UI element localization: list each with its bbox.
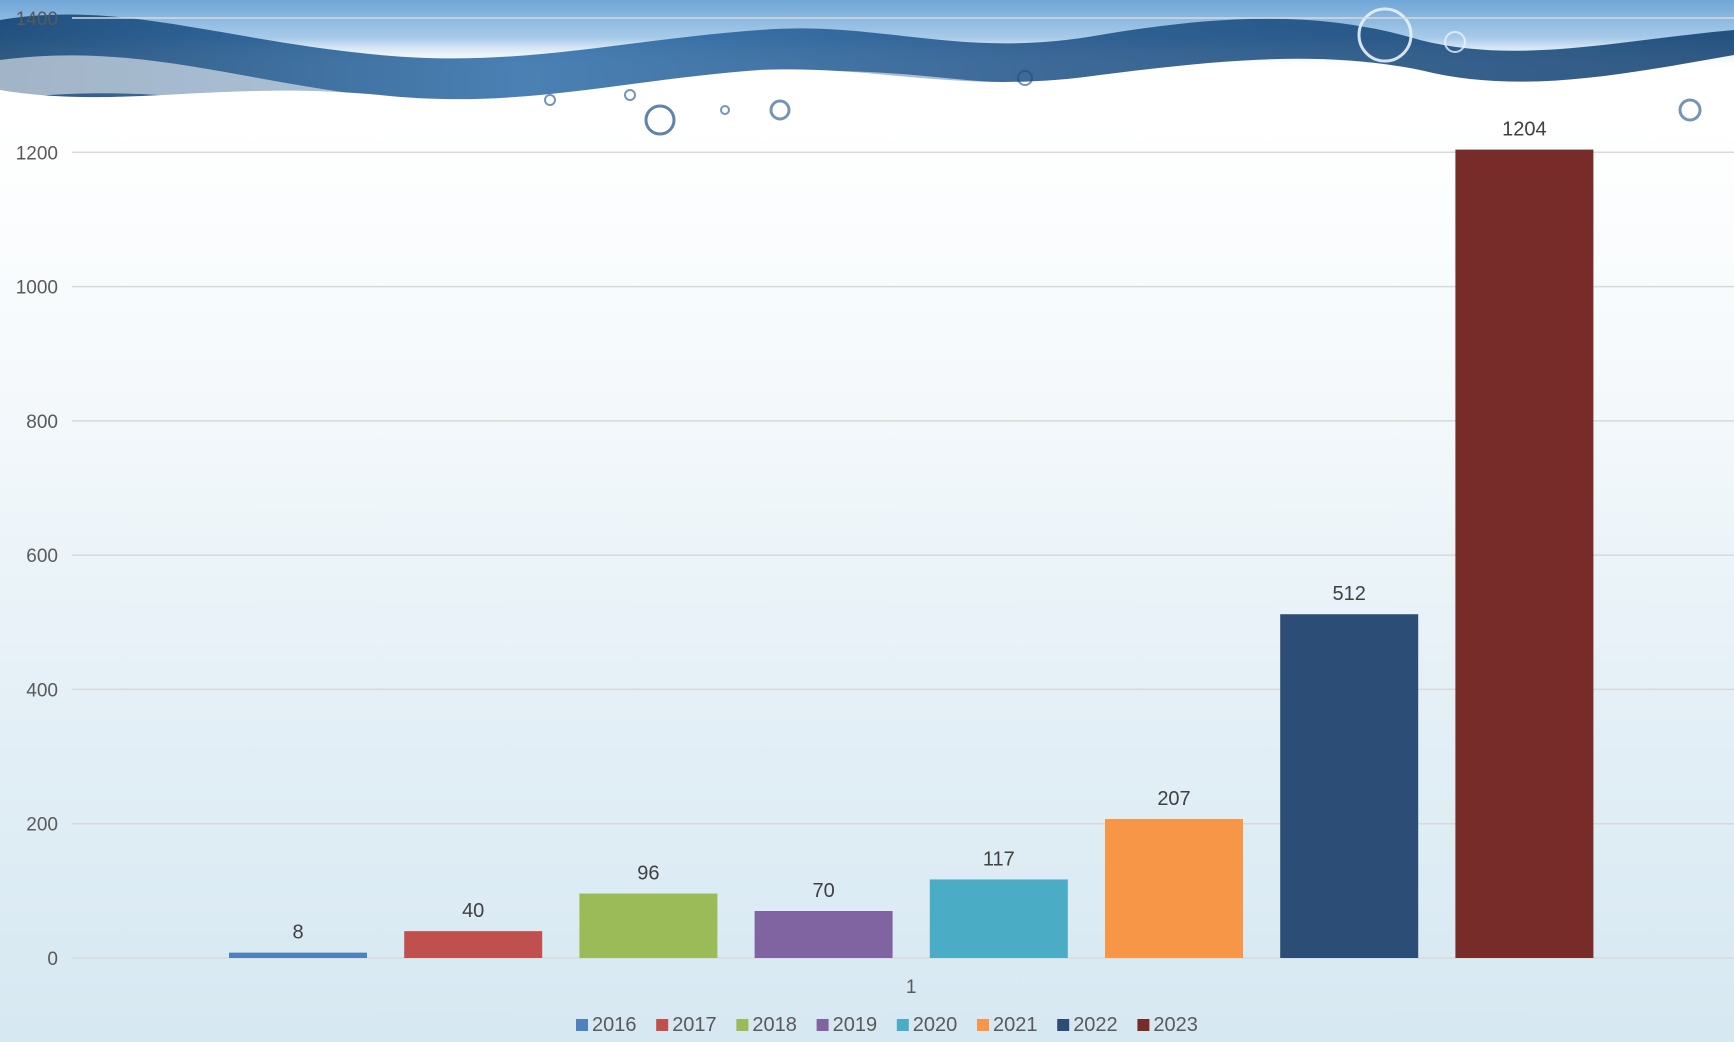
legend-swatch: [1057, 1019, 1070, 1031]
bar-2017: [404, 931, 543, 958]
legend-swatch: [816, 1019, 829, 1031]
legend-item-2020: 2020: [896, 1014, 958, 1036]
legend-item-2023: 2023: [1137, 1014, 1198, 1036]
legend-item-2022: 2022: [1057, 1014, 1118, 1036]
legend-label: 2019: [833, 1014, 878, 1036]
data-label-2017: 40: [462, 900, 484, 922]
y-tick-label: 400: [26, 680, 58, 701]
legend-swatch: [977, 1019, 989, 1031]
legend-item-2017: 2017: [656, 1014, 717, 1036]
bar-2020: [929, 879, 1068, 958]
legend-swatch: [1137, 1019, 1150, 1031]
y-tick-label: 200: [26, 815, 58, 836]
legend-label: 2022: [1073, 1014, 1118, 1036]
y-tick-label: 1400: [16, 9, 58, 30]
data-label-2019: 70: [812, 880, 834, 902]
data-label-2018: 96: [637, 863, 659, 885]
legend-swatch: [576, 1019, 588, 1031]
legend-item-2016: 2016: [576, 1014, 637, 1036]
data-label-2021: 207: [1157, 788, 1190, 810]
bar-2023: [1455, 149, 1594, 959]
bar-2018: [579, 893, 718, 958]
legend-label: 2020: [913, 1014, 958, 1036]
legend-item-2021: 2021: [977, 1014, 1038, 1036]
bar-2016: [229, 952, 367, 958]
legend-label: 2023: [1153, 1014, 1198, 1036]
legend-label: 2016: [592, 1014, 637, 1036]
bar-2022: [1280, 614, 1419, 958]
legend-swatch: [896, 1019, 909, 1031]
bar-2021: [1105, 819, 1243, 958]
data-label-2020: 117: [983, 848, 1015, 870]
y-tick-label: 1200: [16, 143, 58, 164]
water-splash-background: [0, 0, 1734, 136]
data-label-2016: 8: [292, 922, 303, 944]
data-label-2022: 512: [1333, 583, 1366, 605]
legend-label: 2017: [672, 1014, 717, 1036]
y-tick-label: 0: [47, 949, 58, 970]
legend-label: 2018: [752, 1014, 797, 1036]
legend-swatch: [656, 1019, 669, 1031]
y-tick-label: 800: [26, 412, 58, 433]
bar-2019: [754, 911, 893, 958]
legend-item-2019: 2019: [816, 1014, 878, 1036]
y-tick-label: 1000: [16, 278, 58, 299]
y-tick-label: 600: [26, 546, 58, 567]
legend-label: 2021: [993, 1014, 1038, 1036]
legend-item-2018: 2018: [736, 1014, 797, 1036]
legend-swatch: [736, 1019, 749, 1031]
data-label-2023: 1204: [1502, 119, 1547, 141]
x-tick-label: 1: [906, 977, 917, 998]
